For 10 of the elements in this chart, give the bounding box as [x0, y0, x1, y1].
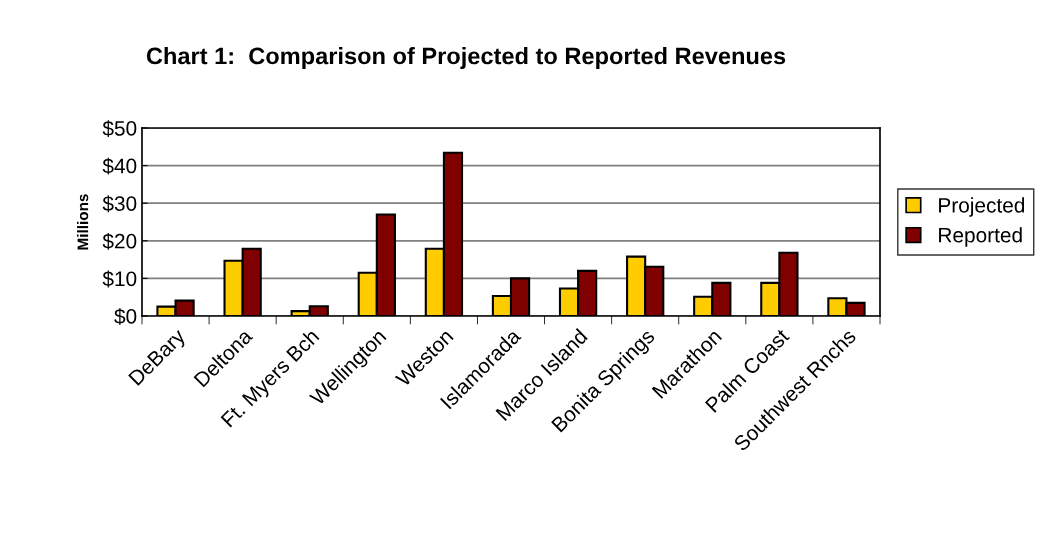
- y-tick-label: $20: [102, 232, 137, 250]
- legend-label: Reported: [939, 227, 1022, 247]
- y-tick-label: $50: [102, 120, 137, 137]
- y-tick-label: $30: [102, 195, 137, 213]
- y-tick-label: $10: [102, 270, 137, 288]
- legend-label: Projected: [939, 197, 1025, 217]
- chart-title: Chart 1: Comparison of Projected to Reported Revenues: [146, 47, 786, 69]
- y-tick-label: $0: [114, 308, 137, 325]
- y-axis-title: Millions: [77, 194, 89, 250]
- y-tick-label: $40: [102, 157, 137, 175]
